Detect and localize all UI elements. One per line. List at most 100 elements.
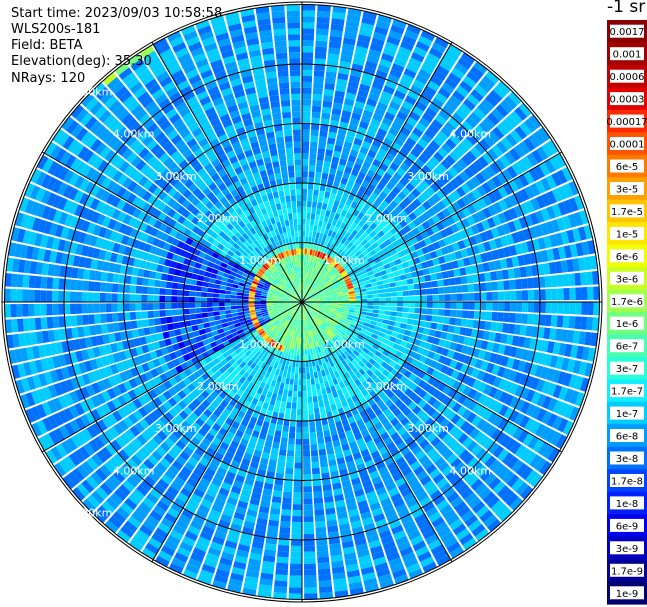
ray-cell — [462, 385, 472, 396]
ray-cell — [420, 302, 427, 308]
ray-cell — [316, 159, 324, 167]
ray-cell — [316, 271, 322, 277]
ray-cell — [417, 551, 432, 563]
ray-cell — [391, 142, 402, 152]
ray-cell — [403, 296, 410, 302]
ray-cell — [309, 310, 314, 316]
ray-cell — [336, 376, 343, 384]
ray-cell — [411, 188, 421, 198]
ray-cell — [528, 226, 538, 239]
ray-cell — [286, 450, 295, 457]
ray-cell — [414, 289, 421, 296]
ray-cell — [507, 268, 515, 279]
ray-cell — [400, 416, 410, 427]
ray-cell — [420, 63, 435, 75]
ray-cell — [545, 428, 557, 443]
ray-cell — [436, 372, 446, 382]
ray-cell — [295, 432, 302, 439]
ray-cell — [499, 155, 511, 168]
ray-cell — [303, 474, 312, 481]
ray-cell — [345, 211, 352, 220]
ray-cell — [509, 383, 519, 395]
ray-cell — [165, 288, 172, 296]
ray-cell — [364, 279, 371, 285]
ray-cell — [410, 84, 423, 96]
ray-cell — [454, 174, 465, 186]
ray-cell — [325, 507, 336, 515]
ray-cell — [441, 374, 451, 385]
ray-cell — [552, 247, 561, 261]
ray-cell — [365, 218, 374, 227]
ray-cell — [355, 337, 362, 344]
ray-cell — [440, 185, 451, 197]
ray-cell — [391, 297, 398, 302]
ray-cell — [320, 227, 326, 234]
ray-cell — [507, 323, 516, 334]
ray-cell — [556, 315, 564, 328]
ray-cell — [462, 302, 469, 310]
ray-cell — [451, 242, 461, 252]
ray-cell — [346, 241, 354, 249]
ray-cell — [350, 352, 357, 360]
ray-cell — [395, 477, 407, 487]
ray-cell — [335, 451, 344, 459]
ray-cell — [383, 172, 393, 182]
ray-cell — [289, 563, 302, 570]
ray-cell — [111, 313, 119, 322]
ray-cell — [395, 280, 402, 287]
ray-cell — [319, 406, 326, 414]
ray-cell — [513, 324, 521, 335]
ray-cell — [545, 221, 555, 234]
ray-cell — [450, 496, 464, 508]
ray-cell — [403, 157, 414, 168]
ray-cell — [444, 302, 451, 309]
ray-cell — [364, 344, 372, 351]
ray-cell — [455, 85, 469, 98]
ray-cell — [335, 84, 347, 93]
ray-cell — [331, 300, 338, 302]
ray-cell — [335, 220, 342, 228]
ray-cell — [352, 182, 361, 191]
ray-cell — [316, 544, 329, 552]
ray-cell — [563, 302, 570, 315]
ray-cell — [395, 535, 409, 546]
ray-cell — [506, 474, 520, 488]
ray-cell — [276, 556, 289, 564]
ray-cell — [212, 297, 219, 302]
ray-cell — [317, 437, 325, 444]
ray-cell — [586, 316, 594, 331]
ray-cell — [343, 299, 350, 302]
ray-cell — [340, 314, 348, 319]
ray-cell — [314, 503, 324, 510]
ray-cell — [351, 266, 359, 272]
ray-cell — [422, 459, 434, 470]
ray-cell — [316, 251, 321, 258]
ray-cell — [354, 289, 361, 294]
ray-cell — [399, 210, 408, 219]
ray-cell — [511, 256, 520, 267]
ray-cell — [313, 243, 317, 251]
ray-cell — [353, 286, 361, 291]
ray-cell — [389, 248, 398, 256]
ray-cell — [441, 218, 450, 229]
ray-cell — [393, 195, 403, 205]
ray-cell — [311, 282, 316, 288]
ray-cell — [347, 285, 354, 290]
ray-cell — [315, 321, 320, 327]
ray-cell — [360, 311, 367, 316]
ray-cell — [302, 307, 304, 314]
ray-cell — [230, 291, 238, 296]
ray-cell — [287, 390, 293, 397]
ray-cell — [332, 181, 340, 189]
ray-cell — [305, 306, 310, 312]
ray-cell — [303, 278, 306, 285]
ray-cell — [302, 397, 308, 404]
ray-cell — [584, 331, 592, 346]
ray-cell — [394, 214, 404, 223]
ray-cell — [296, 408, 302, 416]
ray-cell — [330, 23, 344, 32]
ray-cell — [383, 476, 394, 487]
ray-cell — [293, 354, 297, 362]
ray-cell — [303, 284, 305, 291]
ray-cell — [342, 37, 356, 46]
